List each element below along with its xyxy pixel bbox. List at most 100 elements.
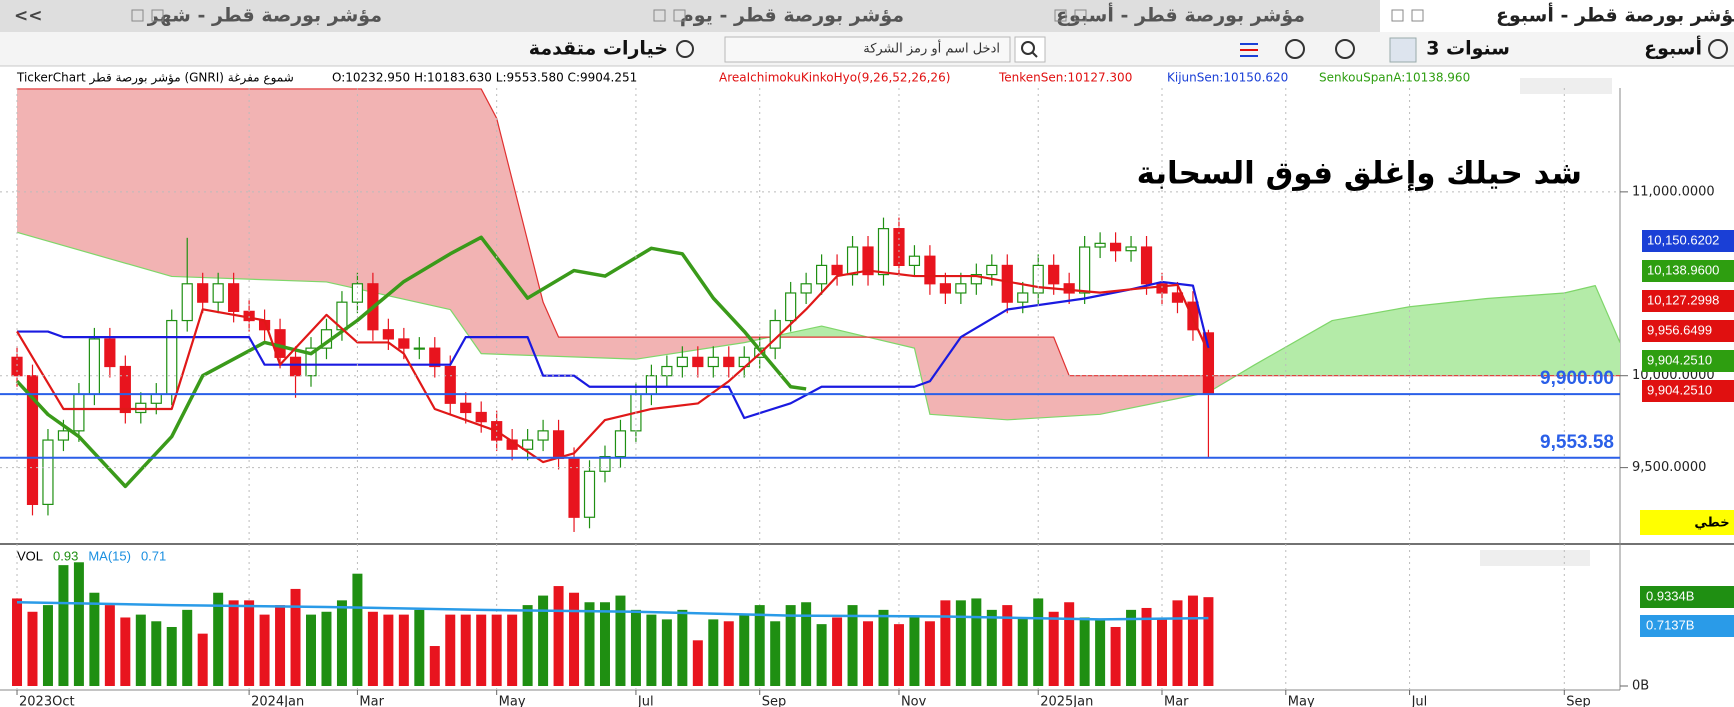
candle-body bbox=[1079, 246, 1091, 294]
scale-mode[interactable]: خطي bbox=[1694, 516, 1729, 531]
volume-bar bbox=[940, 600, 951, 686]
candle-body bbox=[924, 255, 936, 285]
candle-body bbox=[877, 228, 890, 276]
volume-bar bbox=[507, 614, 518, 686]
candle-body bbox=[289, 356, 302, 377]
candle-body bbox=[676, 356, 688, 368]
gear-icon[interactable] bbox=[676, 40, 694, 58]
volume-bar bbox=[677, 609, 688, 686]
volume-bar bbox=[120, 617, 131, 686]
candle-body bbox=[197, 283, 209, 303]
search-box[interactable] bbox=[724, 36, 1011, 63]
price-badge bbox=[1642, 350, 1734, 372]
tab-close[interactable] bbox=[653, 9, 666, 22]
clock-icon[interactable] bbox=[1708, 39, 1728, 59]
senkou-span-a bbox=[16, 231, 1620, 421]
volume-bar bbox=[785, 605, 796, 686]
tool-icon[interactable] bbox=[1285, 39, 1305, 59]
volume-bar bbox=[801, 602, 812, 686]
volume-bar bbox=[816, 624, 827, 686]
volume-bar bbox=[27, 611, 38, 686]
y-tick-label: 11,000.0000 bbox=[1632, 184, 1715, 199]
search-placeholder: ادخل اسم أو رمز الشركة bbox=[863, 40, 1000, 57]
info-text: SenkouSpanA:10138.960 bbox=[1319, 71, 1470, 85]
candle-body bbox=[816, 264, 828, 285]
pane-controls[interactable] bbox=[1480, 550, 1590, 566]
candle-body bbox=[552, 430, 565, 460]
volume-bar bbox=[847, 605, 858, 686]
x-tick-label: 2025Jan bbox=[1040, 695, 1093, 707]
candle-body bbox=[1109, 242, 1122, 252]
volume-bar bbox=[321, 611, 332, 686]
volume-bar bbox=[754, 605, 765, 686]
volume-bar bbox=[615, 595, 626, 686]
x-tick-label: Mar bbox=[359, 695, 384, 707]
candle-body bbox=[1187, 301, 1199, 331]
volume-bar bbox=[460, 614, 471, 686]
volume-bar bbox=[166, 626, 177, 686]
candle-body bbox=[444, 365, 456, 404]
active-tab bbox=[1380, 0, 1734, 32]
tool-icon[interactable] bbox=[1335, 39, 1355, 59]
volume-bar bbox=[599, 602, 610, 686]
volume-bar bbox=[692, 640, 703, 686]
candle-body bbox=[955, 283, 967, 294]
candle-body bbox=[57, 430, 70, 441]
volume-bar bbox=[89, 592, 100, 686]
volume-bar bbox=[1048, 611, 1059, 686]
tab-title[interactable]: مؤشر بورصة قطر - شهر bbox=[147, 5, 382, 27]
candle-body bbox=[181, 283, 193, 322]
x-tick-label: Nov bbox=[901, 695, 927, 707]
price-badge-label: 10,150.6202 bbox=[1647, 232, 1719, 247]
tab-scroll[interactable]: << bbox=[14, 6, 43, 26]
volume-info: 0.93 bbox=[53, 548, 78, 563]
tab-maximize[interactable] bbox=[151, 9, 164, 22]
candle-body bbox=[1140, 246, 1153, 285]
volume-bar bbox=[538, 595, 549, 686]
draw-tool[interactable] bbox=[1389, 37, 1417, 63]
scale-mode-badge[interactable] bbox=[1640, 510, 1734, 535]
volume-bar bbox=[1141, 607, 1152, 686]
volume-bar bbox=[1203, 597, 1214, 686]
candle-body bbox=[429, 347, 441, 368]
tab-title[interactable]: مؤشر بورصة قطر - أسبوع bbox=[1496, 3, 1734, 27]
x-tick-label: Jul bbox=[637, 695, 654, 707]
tab-title[interactable]: مؤشر بورصة قطر - يوم bbox=[680, 5, 904, 27]
candle-body bbox=[1094, 242, 1106, 248]
volume-bar bbox=[151, 621, 162, 686]
advanced-options[interactable]: خيارات متقدمة bbox=[529, 38, 668, 60]
range-button[interactable]: 3 سنوات bbox=[1426, 38, 1510, 60]
pane-controls[interactable] bbox=[1520, 78, 1612, 94]
tab-close[interactable] bbox=[131, 9, 144, 22]
x-tick-label: 2024Jan bbox=[251, 695, 304, 707]
volume-bar bbox=[739, 614, 750, 686]
tab-maximize[interactable] bbox=[1411, 9, 1424, 22]
candle-body bbox=[986, 264, 998, 276]
tab-title[interactable]: مؤشر بورصة قطر - أسبوع bbox=[1056, 3, 1305, 27]
indicator-line bbox=[15, 235, 807, 489]
volume-bar bbox=[244, 600, 255, 686]
volume-bar bbox=[1064, 602, 1075, 686]
x-tick-label: Sep bbox=[1566, 695, 1591, 707]
search-button[interactable] bbox=[1014, 36, 1046, 63]
candle-body bbox=[583, 470, 596, 518]
volume-bar bbox=[924, 621, 935, 686]
volume-bar bbox=[955, 600, 966, 686]
candle-body bbox=[104, 338, 116, 368]
volume-ma-line bbox=[16, 600, 1209, 621]
indicator-line bbox=[17, 280, 1210, 420]
volume-bar bbox=[1095, 619, 1106, 686]
candle-body bbox=[73, 393, 85, 432]
volume-bar bbox=[522, 605, 533, 686]
y-tick-label: 0B bbox=[1632, 679, 1649, 694]
tab-close[interactable] bbox=[1054, 9, 1067, 22]
volume-bar bbox=[1126, 609, 1137, 686]
candle-body bbox=[537, 430, 549, 441]
period-button[interactable]: أسبوع bbox=[1644, 36, 1702, 60]
candle-body bbox=[970, 273, 982, 285]
tab-maximize[interactable] bbox=[673, 9, 686, 22]
price-badge bbox=[1642, 260, 1734, 282]
volume-bar bbox=[630, 609, 641, 686]
tab-close[interactable] bbox=[1391, 9, 1404, 22]
tab-maximize[interactable] bbox=[1074, 9, 1087, 22]
